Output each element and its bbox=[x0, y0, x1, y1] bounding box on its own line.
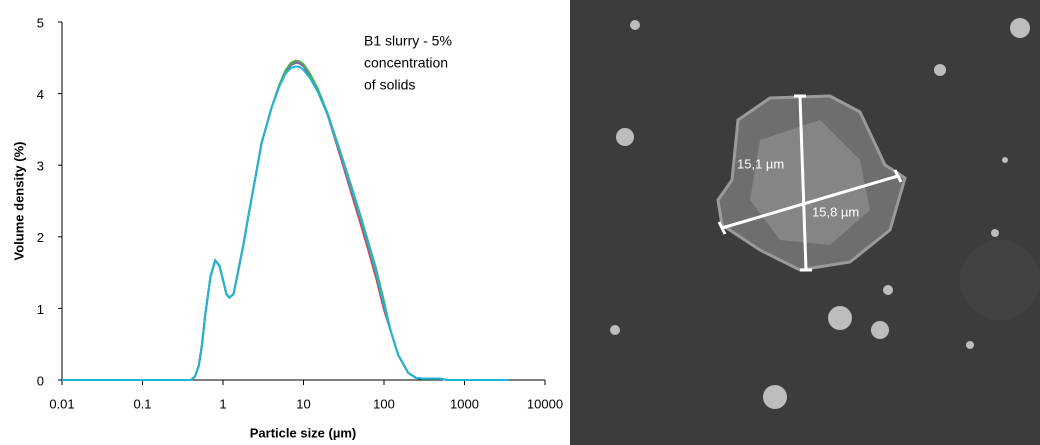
y-tick-label: 0 bbox=[37, 373, 44, 388]
x-tick-label: 10 bbox=[296, 396, 310, 411]
annotation: concentration bbox=[364, 55, 448, 71]
y-tick-label: 1 bbox=[37, 302, 44, 317]
series-line bbox=[62, 66, 508, 380]
y-tick-label: 4 bbox=[37, 87, 44, 102]
y-tick-label: 2 bbox=[37, 230, 44, 245]
x-tick-label: 1000 bbox=[450, 396, 479, 411]
x-tick-label: 0.1 bbox=[133, 396, 151, 411]
measure-label: 15,8 µm bbox=[812, 204, 859, 219]
y-axis-label: Volume density (%) bbox=[11, 142, 26, 261]
halo bbox=[960, 240, 1040, 320]
annotation: of solids bbox=[364, 77, 415, 93]
x-tick-label: 1 bbox=[219, 396, 226, 411]
x-tick-label: 0.01 bbox=[49, 396, 74, 411]
figure: Particle size (µm) Volume density (%) 15… bbox=[0, 0, 1040, 445]
x-axis-label: Particle size (µm) bbox=[250, 425, 356, 440]
micrograph: 15,1 µm 15,8 µm bbox=[570, 0, 1040, 445]
series-line bbox=[62, 63, 508, 380]
y-tick-label: 5 bbox=[37, 15, 44, 30]
x-tick-label: 100 bbox=[373, 396, 395, 411]
series-line bbox=[62, 61, 508, 380]
y-tick-label: 3 bbox=[37, 159, 44, 174]
page: {"chart_data":{"type":"line","x_label":"… bbox=[0, 0, 1040, 445]
series-line bbox=[62, 61, 508, 380]
annotation: B1 slurry - 5% bbox=[364, 33, 452, 49]
x-tick-label: 10000 bbox=[527, 396, 563, 411]
measure-label: 15,1 µm bbox=[737, 156, 784, 171]
